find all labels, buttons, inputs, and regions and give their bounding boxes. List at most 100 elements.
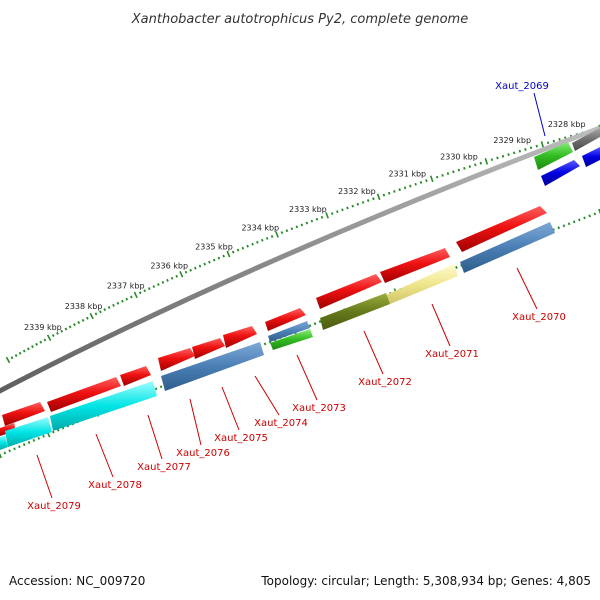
ruler-major-tick — [598, 208, 600, 215]
gene-label[interactable]: Xaut_2079 — [27, 501, 81, 512]
ruler-minor-tick — [22, 349, 26, 353]
ruler-minor-tick — [154, 387, 158, 391]
ruler-minor-tick — [81, 318, 85, 322]
gene-label[interactable]: Xaut_2073 — [292, 403, 346, 414]
cds-red — [0, 423, 16, 436]
ruler-major-tick — [275, 231, 279, 238]
ruler-minor-tick — [77, 320, 81, 325]
cds-cyan — [0, 435, 8, 450]
gene-label[interactable]: Xaut_2074 — [254, 418, 308, 429]
kbp-tick-label: 2337 kbp — [107, 282, 145, 291]
gene-label[interactable]: Xaut_2077 — [137, 462, 191, 473]
map-title: Xanthobacter autotrophicus Py2, complete… — [131, 12, 468, 27]
ruler-minor-tick — [260, 238, 264, 242]
ruler-minor-tick — [382, 193, 386, 197]
ruler-minor-tick — [361, 200, 365, 204]
gene-label[interactable]: Xaut_2070 — [512, 312, 566, 323]
ruler-minor-tick — [27, 441, 31, 444]
ruler-minor-tick — [251, 242, 254, 246]
gene-label[interactable]: Xaut_2076 — [176, 448, 230, 459]
ruler-minor-tick — [557, 226, 561, 230]
gene-callout-line — [221, 386, 240, 431]
ruler-minor-tick — [39, 340, 43, 344]
ruler-minor-tick — [567, 222, 571, 226]
ruler-minor-tick — [507, 153, 510, 156]
ruler-minor-tick — [330, 212, 334, 215]
kbp-tick-label: 2330 kbp — [440, 152, 478, 161]
ruler-minor-tick — [501, 154, 505, 158]
ruler-minor-tick — [147, 287, 151, 291]
ruler-minor-tick — [463, 166, 466, 170]
cds-red — [158, 348, 195, 371]
ruler-major-tick — [226, 250, 231, 258]
ruler-minor-tick — [524, 148, 527, 151]
ruler-major-tick — [89, 312, 94, 320]
ruler-minor-tick — [121, 299, 124, 303]
ruler-minor-tick — [425, 179, 428, 183]
ruler-minor-tick — [308, 324, 312, 328]
gene-label[interactable]: Xaut_2069 — [495, 81, 549, 92]
ruler-minor-tick — [203, 262, 207, 266]
kbp-tick-label: 2339 kbp — [24, 323, 62, 332]
cds-red — [456, 206, 547, 252]
gene-callout-line — [516, 267, 538, 310]
ruler-minor-tick — [129, 295, 133, 299]
ruler-minor-tick — [295, 225, 299, 229]
ruler-minor-tick — [231, 250, 235, 254]
ruler-minor-tick — [280, 231, 284, 235]
accession-text: Accession: NC_009720 — [9, 574, 146, 588]
kbp-tick-label: 2335 kbp — [195, 242, 233, 251]
cds-blue — [268, 321, 310, 342]
kbp-tick-label: 2334 kbp — [241, 223, 279, 232]
ruler-minor-tick — [313, 322, 317, 326]
gene-label[interactable]: Xaut_2072 — [358, 377, 412, 388]
cds-yellow — [386, 264, 458, 304]
ruler-minor-tick — [208, 260, 211, 264]
ruler-minor-tick — [356, 202, 360, 206]
ruler-minor-tick — [403, 186, 407, 190]
ruler-minor-tick — [414, 182, 417, 186]
kbp-tick-label: 2328 kbp — [548, 120, 586, 129]
ruler-minor-tick — [546, 141, 550, 145]
ruler-minor-tick — [435, 175, 439, 179]
ruler-minor-tick — [310, 219, 314, 223]
kbp-tick-label: 2329 kbp — [493, 136, 531, 145]
ruler-minor-tick — [73, 323, 76, 327]
gene-callout-line — [363, 330, 384, 375]
kbp-tick-label: 2333 kbp — [289, 205, 327, 214]
ruler-minor-tick — [189, 268, 192, 272]
ruler-minor-tick — [22, 443, 26, 447]
ruler-minor-tick — [318, 320, 322, 324]
gene-label[interactable]: Xaut_2075 — [214, 433, 268, 444]
ruler-minor-tick — [398, 188, 401, 192]
ruler-major-tick — [376, 193, 381, 201]
ruler-minor-tick — [138, 291, 142, 295]
ruler-minor-tick — [3, 451, 7, 455]
deep-blue-feature — [582, 147, 600, 167]
ruler-minor-tick — [468, 165, 472, 168]
gene-callout-line — [189, 398, 202, 446]
ruler-minor-tick — [85, 316, 89, 320]
gene-callout-line — [254, 375, 280, 416]
ruler-minor-tick — [518, 149, 521, 153]
ruler-minor-tick — [409, 184, 412, 188]
ruler-minor-tick — [341, 208, 344, 212]
gene-callout-line — [533, 92, 546, 137]
ruler-minor-tick — [562, 224, 566, 228]
cds-red — [223, 326, 257, 348]
ruler-minor-tick — [474, 163, 477, 167]
gene-label[interactable]: Xaut_2071 — [425, 349, 479, 360]
ruler-minor-tick — [27, 347, 30, 351]
ruler-minor-tick — [320, 215, 324, 219]
ruler-minor-tick — [300, 223, 304, 227]
ruler-major-tick — [179, 270, 184, 278]
cds-red — [192, 338, 225, 359]
gene-callout-line — [431, 303, 451, 347]
ruler-major-tick — [429, 175, 434, 183]
ruler-major-tick — [46, 334, 52, 341]
ruler-major-tick — [598, 124, 600, 131]
gene-label[interactable]: Xaut_2078 — [88, 480, 142, 491]
cds-red — [120, 366, 151, 386]
ruler-major-tick — [540, 141, 545, 148]
kbp-tick-label: 2336 kbp — [150, 262, 188, 271]
